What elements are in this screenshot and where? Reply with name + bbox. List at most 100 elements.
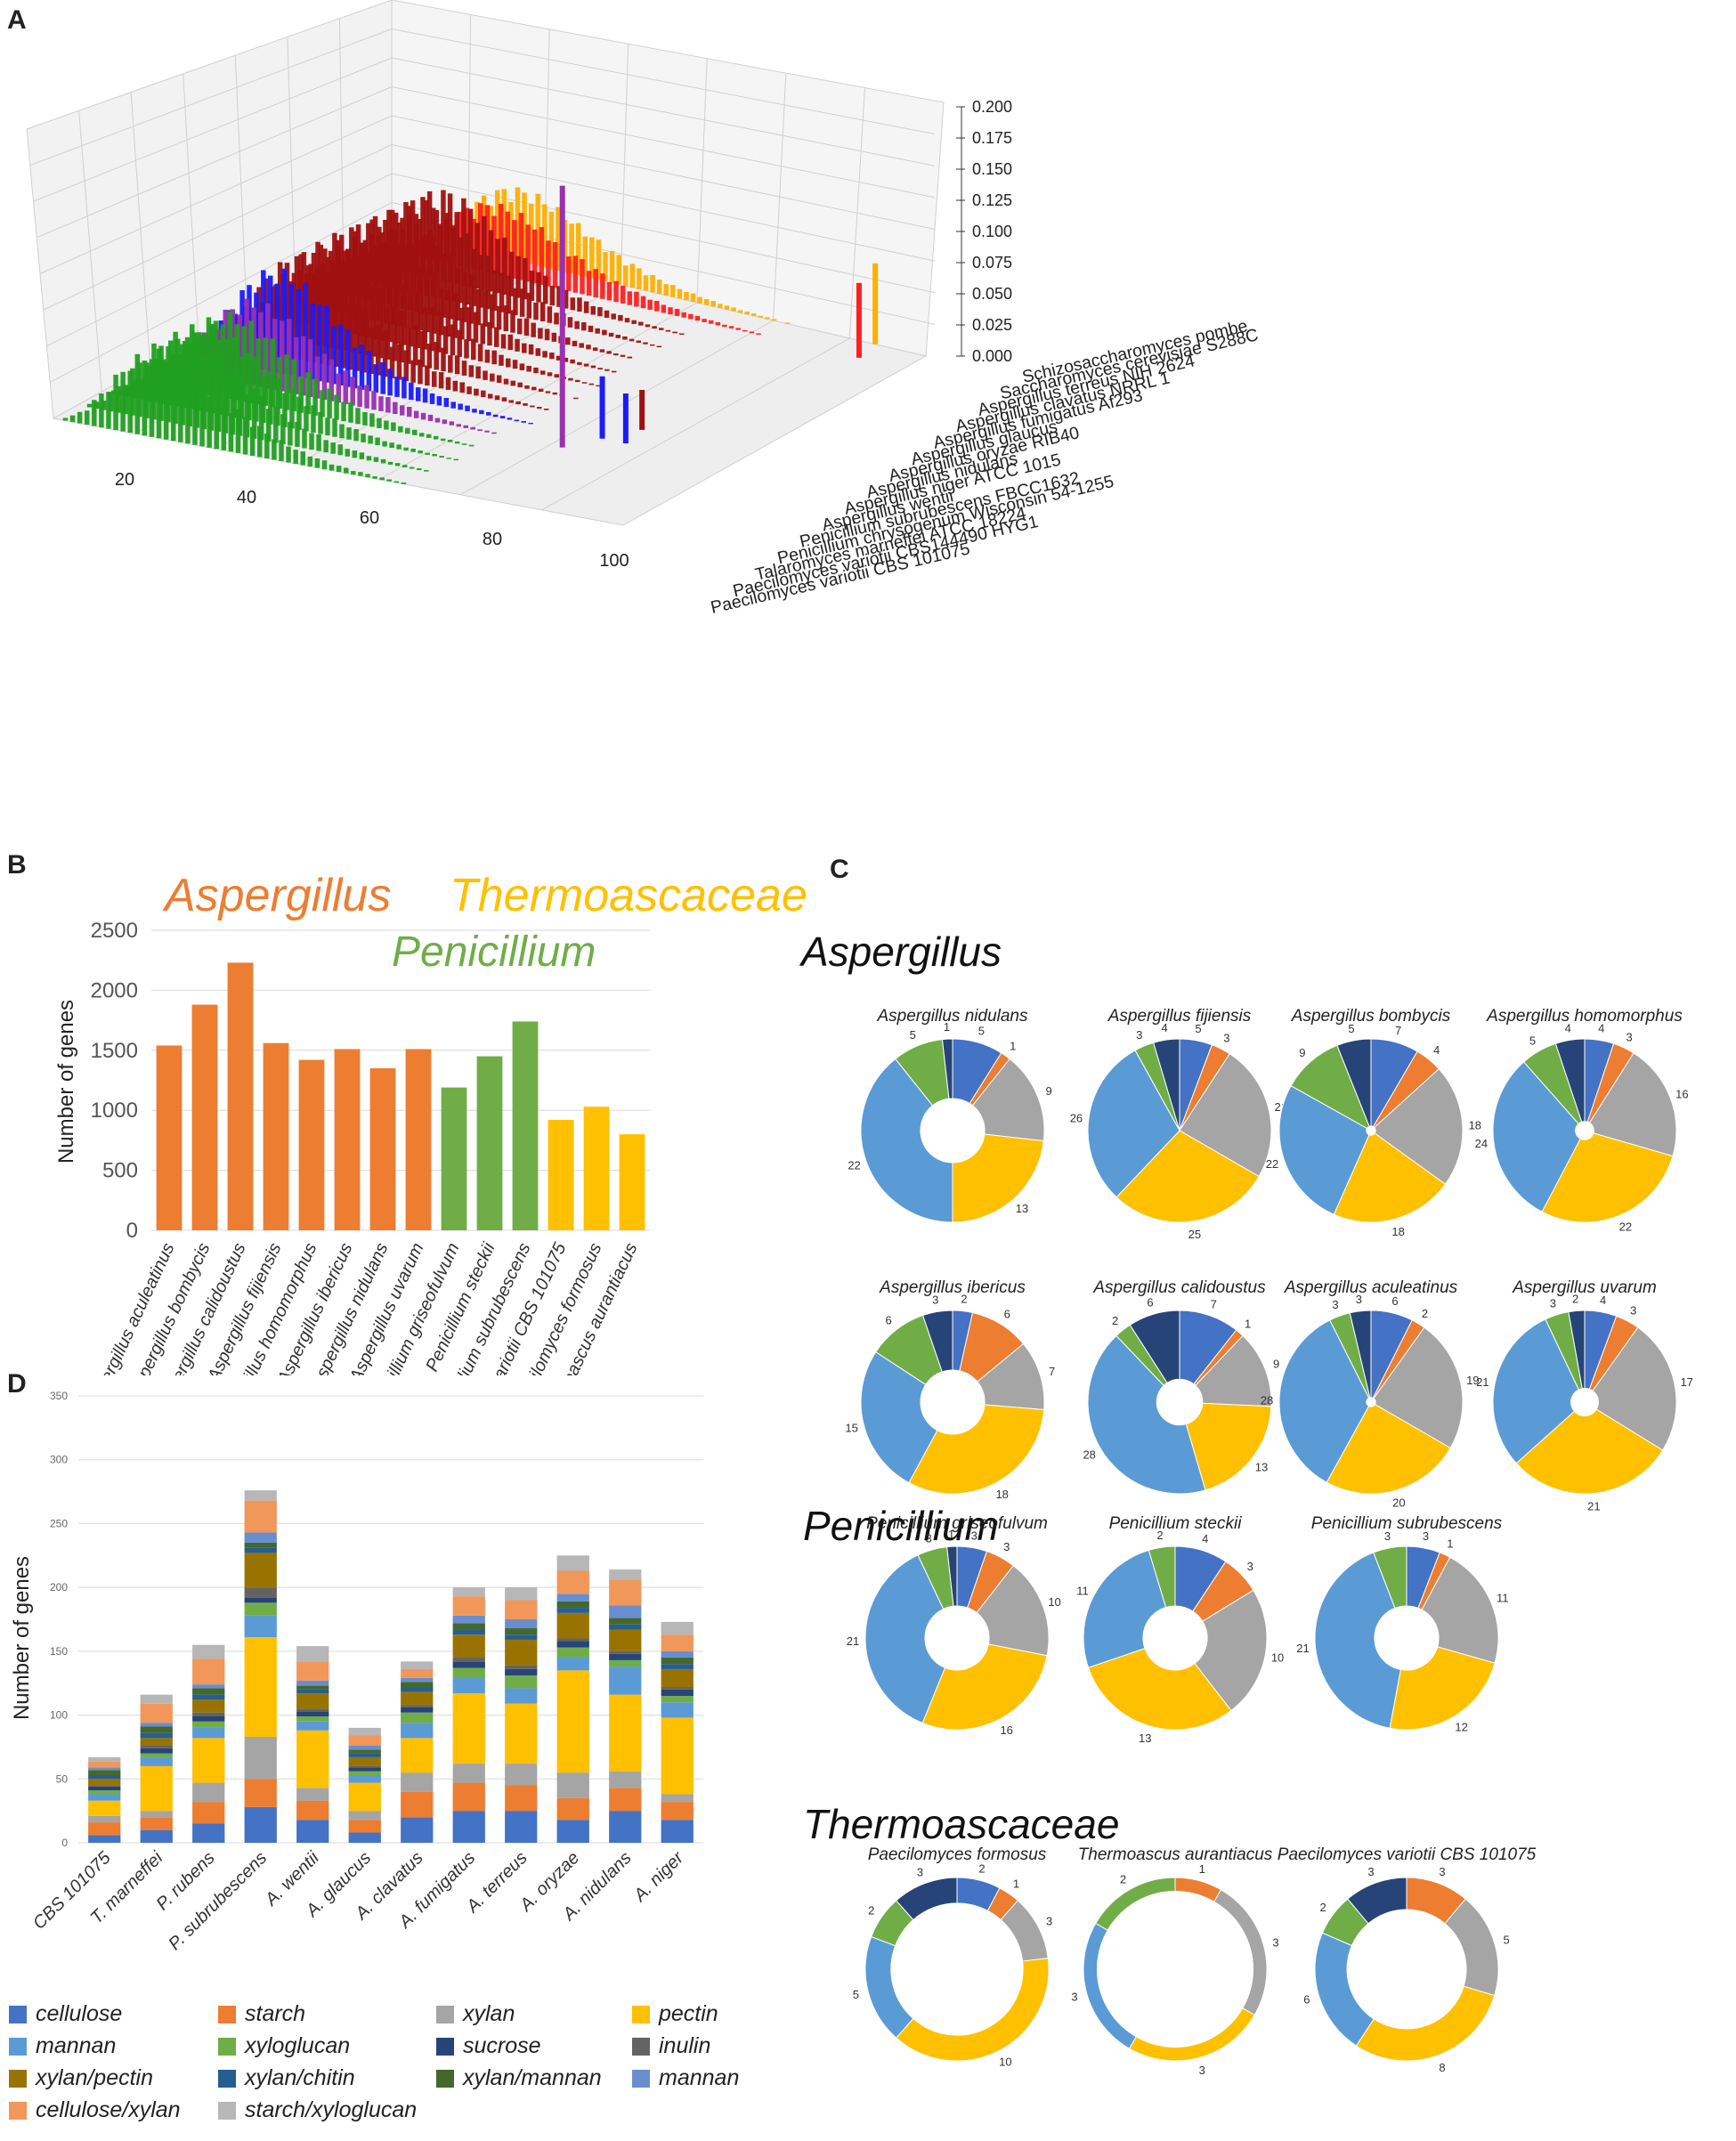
donut-slice [1373, 1326, 1464, 1449]
donut-title: Paecilomyces formosus [868, 1845, 1047, 1864]
legend: cellulose starch xylan pectin mannan xylogluc… [9, 2001, 739, 2122]
slice-value: 2 [1156, 1529, 1163, 1542]
slice-value: 3 [1356, 1293, 1362, 1306]
stack-segment [609, 1667, 642, 1695]
stack-segment [401, 1712, 434, 1723]
slice-value: 6 [886, 1314, 892, 1327]
slice-value: 5 [978, 1025, 985, 1038]
stack-segment [348, 1745, 381, 1750]
chart-c-donut-grid: Aspergillus Penicillium Thermoascaceae Aspe… [799, 929, 1693, 2077]
stack-segment [244, 1806, 277, 1843]
slice-value: 3 [1626, 1030, 1633, 1043]
donut-slice [1333, 1132, 1447, 1223]
grid-line [391, 173, 936, 294]
z-tick-label: 0.000 [972, 347, 1012, 365]
grid-line [391, 28, 936, 135]
stack-segment [556, 1612, 589, 1639]
slice-value: 1 [1199, 1862, 1205, 1876]
stack-segment [192, 1802, 225, 1824]
donut-slice [941, 1038, 953, 1099]
stack-segment [556, 1601, 589, 1609]
stack-segment [88, 1785, 121, 1787]
slice-value: 13 [1016, 1202, 1028, 1215]
slice-value: 1 [1447, 1537, 1453, 1551]
legend-label: cellulose/xylan [36, 2097, 181, 2122]
bar [156, 1045, 183, 1230]
y-tick-label: 1000 [91, 1099, 138, 1123]
y-tick-label: 2500 [91, 919, 138, 943]
donut-slice [921, 1310, 953, 1373]
stack-segment [661, 1664, 694, 1669]
bar [227, 962, 254, 1230]
slice-value: 16 [1675, 1088, 1688, 1101]
grid-line [459, 320, 774, 496]
z-tick-label: 0.050 [972, 285, 1012, 303]
stack-segment [88, 1790, 121, 1795]
bar [334, 1049, 361, 1230]
stack-segment [140, 1811, 173, 1818]
stack-segment [505, 1785, 538, 1812]
stack-segment [192, 1684, 225, 1689]
stack-segment [244, 1532, 277, 1543]
slice-value: 5 [1503, 1933, 1509, 1946]
legend-swatch [218, 2006, 236, 2023]
slice-value: 3 [1046, 1915, 1052, 1928]
slice-value: 21 [1587, 1500, 1600, 1513]
stack-segment [609, 1694, 642, 1772]
stack-segment [401, 1791, 434, 1818]
slice-value: 4 [1433, 1043, 1440, 1057]
donut-title: Aspergillus aculeatinus [1284, 1278, 1458, 1297]
donut-slice [921, 1643, 1048, 1731]
stack-segment [348, 1749, 381, 1754]
stack-segment [88, 1774, 121, 1780]
stack-segment [244, 1587, 277, 1598]
stack-segment [192, 1782, 225, 1803]
stack-segment [556, 1608, 589, 1613]
bar [405, 1049, 432, 1230]
stack-segment [192, 1716, 225, 1722]
slice-value: 3 [1247, 1560, 1253, 1573]
slice-value: 3 [1550, 1297, 1556, 1310]
slice-value: 17 [1680, 1375, 1692, 1389]
chart-a-3d-histogram: 0.000 0.025 0.050 0.075 0.100 0.125 0.150 0.175… [26, 0, 1260, 618]
stack-segment [452, 1629, 485, 1635]
stack-segment [296, 1689, 329, 1694]
stack-segment [140, 1694, 173, 1704]
stack-segment [296, 1800, 329, 1821]
slice-value: 10 [1271, 1650, 1284, 1664]
slice-value: 22 [1619, 1221, 1632, 1234]
stack-segment [140, 1732, 173, 1739]
donut-slice [1179, 1053, 1272, 1178]
stack-segment [244, 1736, 277, 1780]
donut-slice [860, 1058, 953, 1223]
grid-line [391, 115, 936, 230]
stack-segment [609, 1579, 642, 1606]
stack-segment [452, 1667, 485, 1678]
stack-segment [348, 1753, 381, 1757]
stack-segment [609, 1624, 642, 1630]
bar [619, 1134, 645, 1230]
stack-segment [88, 1767, 121, 1771]
bar [263, 1042, 289, 1230]
group-label-penicillium: Penicillium [392, 929, 596, 976]
stack-segment [348, 1765, 381, 1768]
slice-value: 16 [1000, 1723, 1012, 1737]
stack-segment [296, 1716, 329, 1722]
stack-segment [505, 1587, 538, 1601]
legend-swatch [218, 2102, 236, 2120]
stack-segment [556, 1570, 589, 1594]
stack-segment [348, 1820, 381, 1833]
stack-segment [609, 1811, 642, 1843]
stack-segment [244, 1500, 277, 1533]
bar [583, 1107, 610, 1230]
section-title-penicillium: Penicillium [803, 1503, 999, 1549]
stack-segment [348, 1767, 381, 1772]
stack-segment [661, 1717, 694, 1795]
stack-segment [88, 1815, 121, 1823]
